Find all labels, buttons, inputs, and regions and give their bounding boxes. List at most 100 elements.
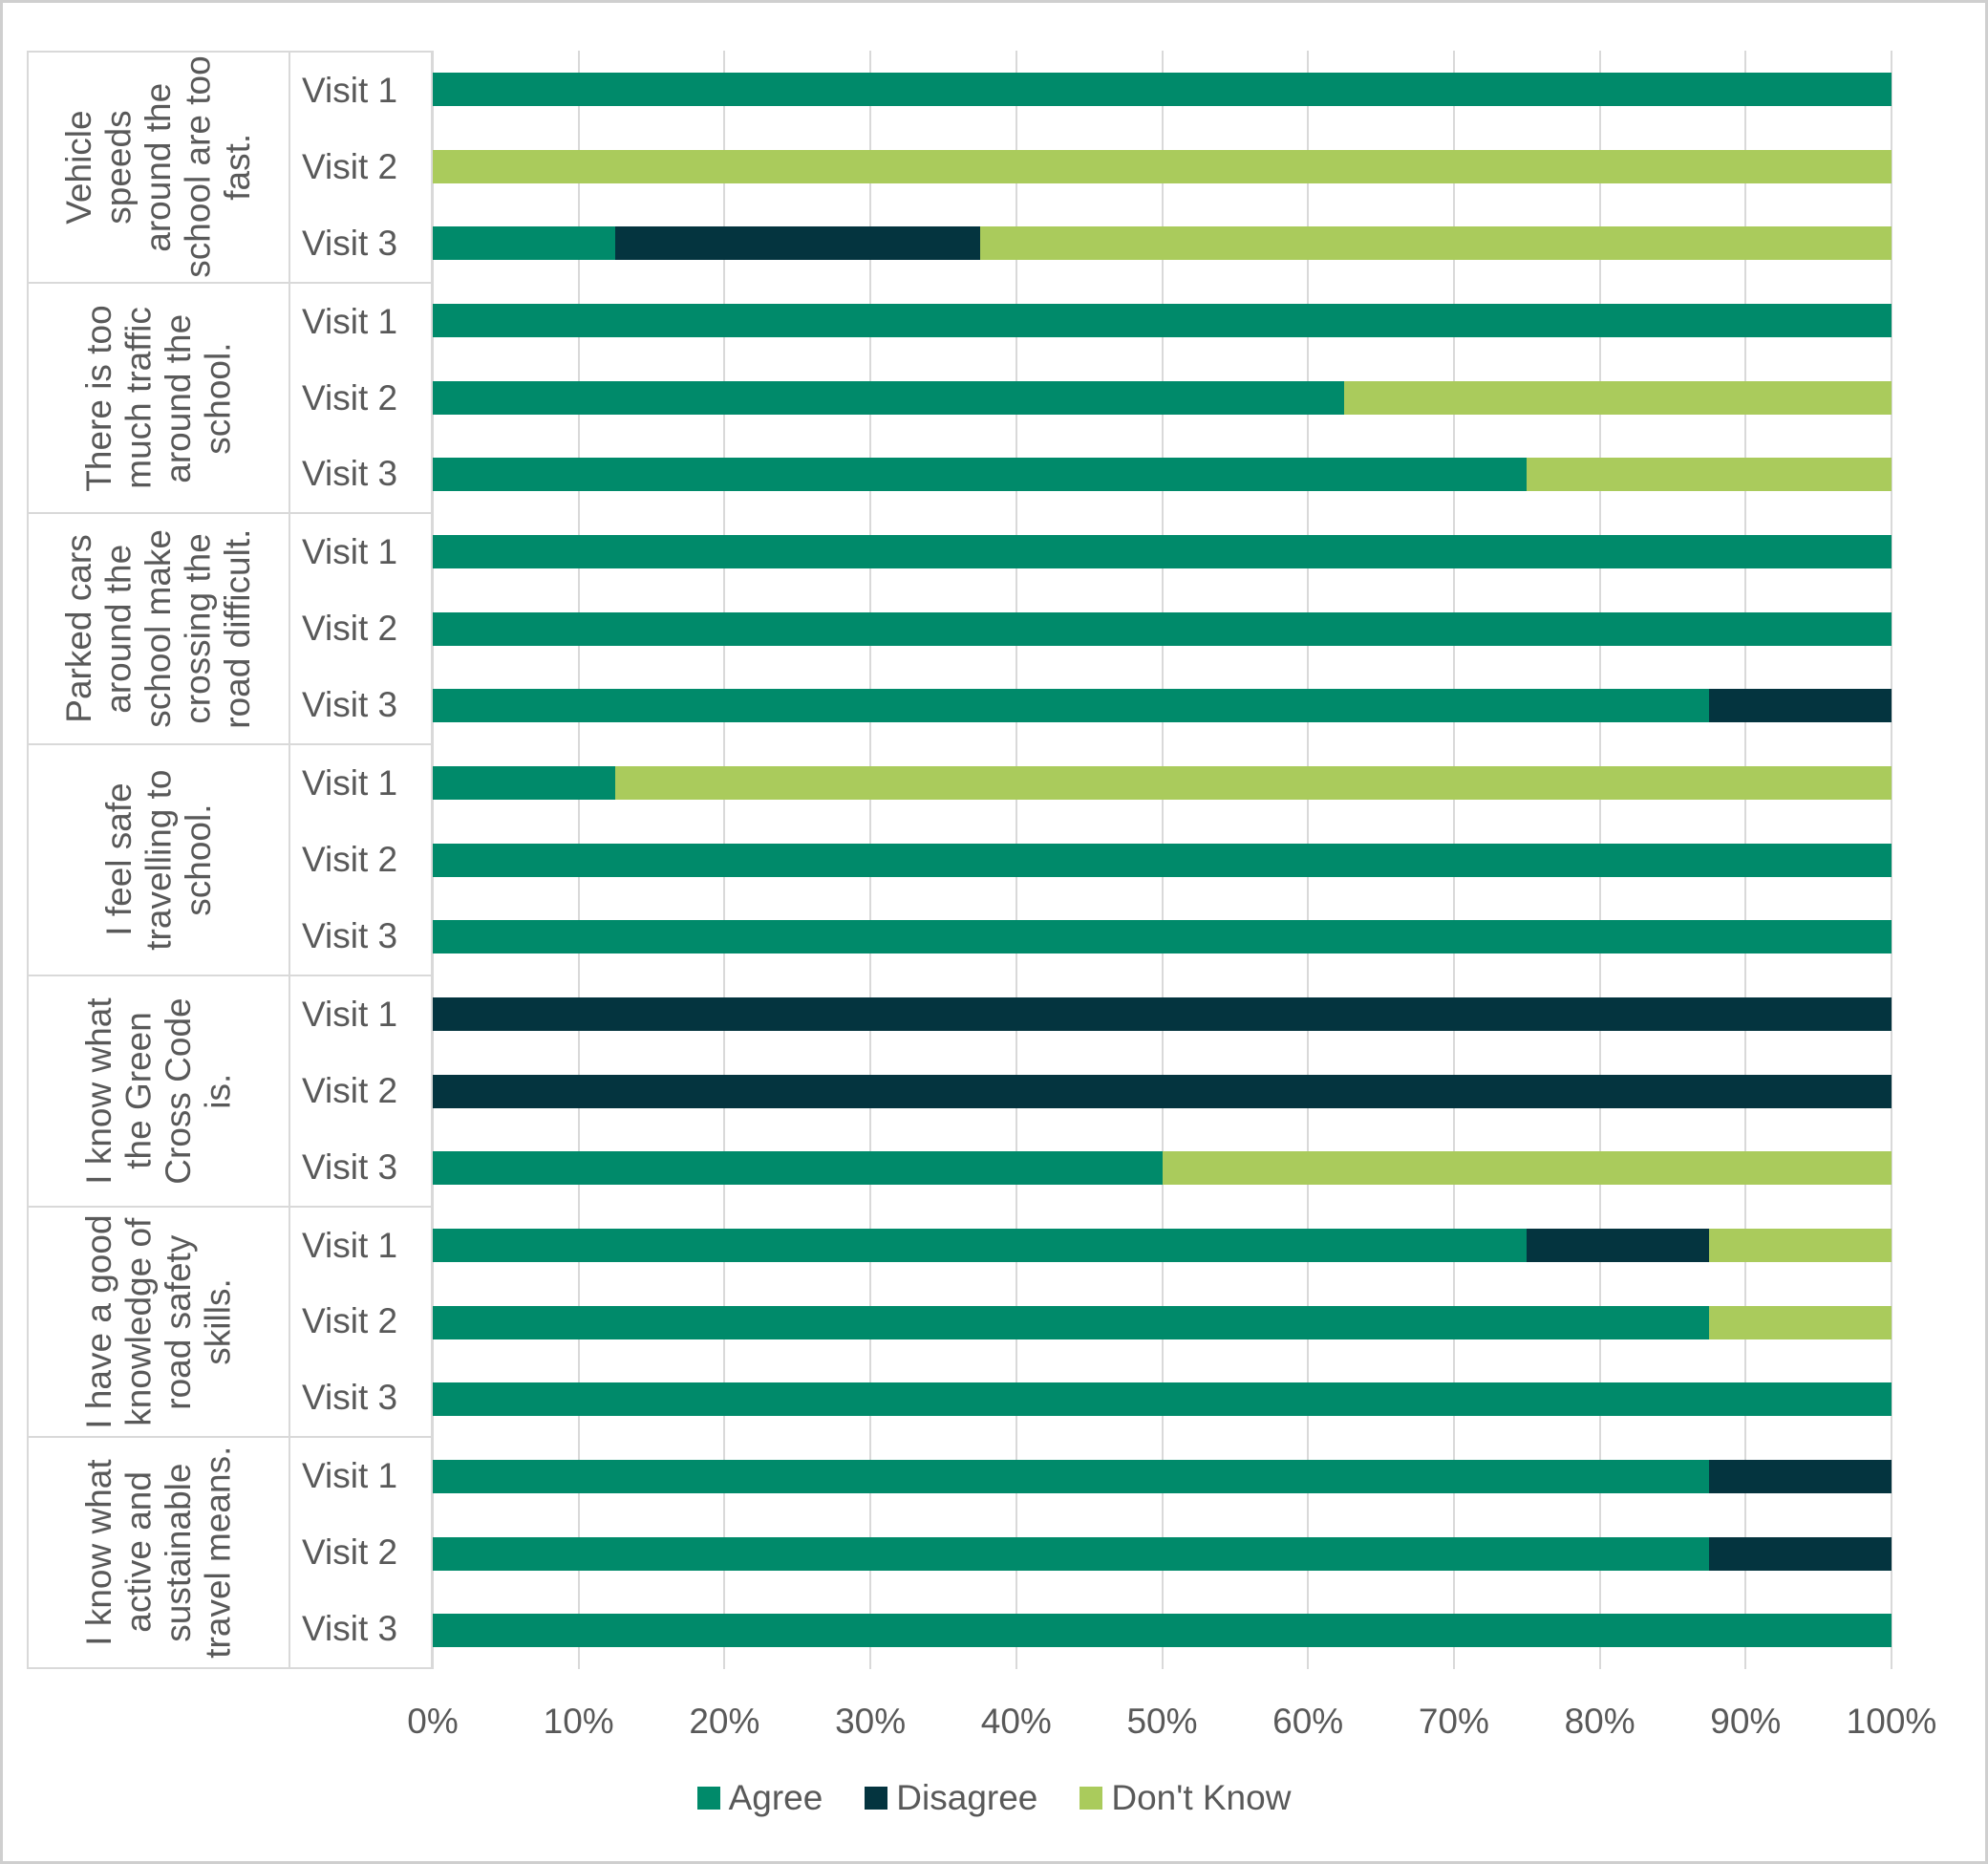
- bar-row: [433, 51, 1892, 128]
- band-3: [433, 513, 1892, 744]
- bar-segment-agree: [433, 1305, 1710, 1339]
- visit-label: Visit 2: [302, 146, 398, 186]
- visit-label: Visit 2: [302, 609, 398, 649]
- stacked-bar-visit-2: [433, 149, 1892, 183]
- bar-segment-agree: [433, 765, 615, 800]
- bar-row: [433, 204, 1892, 282]
- stacked-bar-visit-3: [433, 689, 1892, 723]
- band-4: [433, 744, 1892, 975]
- bar-segment-agree: [433, 611, 1892, 646]
- group-label: I have a good knowledge of road safety s…: [79, 1214, 238, 1429]
- legend-swatch-disagree: [865, 1787, 888, 1810]
- x-axis-tick-label: 80%: [1564, 1702, 1635, 1741]
- visit-label: Visit 1: [302, 1225, 398, 1265]
- group-label-box: I know what active and sustainable trave…: [29, 1438, 290, 1668]
- visit-label-column: Visit 1 Visit 2 Visit 3: [290, 1438, 431, 1667]
- legend-swatch-dont_know: [1080, 1787, 1103, 1810]
- bar-segment-agree: [433, 1459, 1710, 1493]
- bar-row: [433, 1438, 1892, 1515]
- visit-label: Visit 1: [302, 301, 398, 341]
- bar-segment-agree: [433, 1382, 1892, 1417]
- bar-row: [433, 975, 1892, 1053]
- bar-row: [433, 1207, 1892, 1284]
- visit-label: Visit 2: [302, 1070, 398, 1110]
- group-label: Parked cars around the school make cross…: [59, 528, 258, 729]
- bar-row: [433, 1284, 1892, 1361]
- group-label: I feel safe travelling to school.: [98, 769, 218, 951]
- category-axis: Vehicle speeds around the school are too…: [27, 51, 433, 1669]
- bar-segment-dont_know: [1709, 1305, 1892, 1339]
- category-group-2: There is too much traffic around the sch…: [29, 283, 431, 515]
- stacked-bar-visit-3: [433, 458, 1892, 492]
- group-label-box: Parked cars around the school make cross…: [29, 514, 290, 744]
- x-axis-tick-label: 40%: [980, 1702, 1052, 1741]
- bar-segment-agree: [433, 226, 615, 261]
- x-axis-tick-label: 10%: [543, 1702, 614, 1741]
- visit-label: Visit 3: [302, 685, 398, 725]
- legend: Agree Disagree Don't Know: [3, 1778, 1985, 1818]
- bar-row: [433, 1129, 1892, 1207]
- group-label-box: I feel safe travelling to school.: [29, 745, 290, 975]
- legend-item-agree: Agree: [696, 1778, 823, 1818]
- bar-row: [433, 822, 1892, 899]
- visit-label: Visit 2: [302, 377, 398, 418]
- bar-row: [433, 1592, 1892, 1669]
- visit-label: Visit 3: [302, 915, 398, 955]
- bar-segment-disagree: [614, 226, 980, 261]
- bar-segment-agree: [433, 920, 1892, 954]
- stacked-bar-visit-2: [433, 1305, 1892, 1339]
- gridline-100: [1891, 51, 1892, 1669]
- band-1: [433, 51, 1892, 282]
- bar-segment-disagree: [433, 1074, 1892, 1108]
- stacked-bar-visit-1: [433, 765, 1892, 800]
- legend-label-agree: Agree: [728, 1778, 823, 1817]
- stacked-bar-visit-2: [433, 380, 1892, 415]
- bar-row: [433, 744, 1892, 822]
- x-axis: 0% 10% 20% 30% 40% 50% 60% 70% 80% 90% 100%: [407, 1702, 1936, 1746]
- stacked-bar-visit-2: [433, 611, 1892, 646]
- x-axis-tick-label: 30%: [835, 1702, 907, 1741]
- bar-row: [433, 1361, 1892, 1438]
- bar-segment-agree: [433, 72, 1892, 106]
- bar-segment-dont_know: [1162, 1151, 1892, 1186]
- visit-label: Visit 2: [302, 840, 398, 880]
- visit-label: Visit 3: [302, 1378, 398, 1418]
- bar-segment-disagree: [433, 996, 1892, 1031]
- stacked-bar-visit-3: [433, 226, 1892, 261]
- bar-segment-disagree: [1709, 689, 1892, 723]
- group-label: I know what the Green Cross Code is.: [79, 997, 238, 1185]
- bar-segment-dont_know: [979, 226, 1892, 261]
- category-group-7: I know what active and sustainable trave…: [29, 1438, 431, 1668]
- group-label-box: Vehicle speeds around the school are too…: [29, 53, 290, 282]
- bar-segment-agree: [433, 458, 1528, 492]
- legend-swatch-agree: [696, 1787, 720, 1810]
- x-axis-tick-label: 60%: [1272, 1702, 1344, 1741]
- group-label: I know what active and sustainable trave…: [79, 1446, 238, 1660]
- bar-segment-disagree: [1709, 1459, 1892, 1493]
- plot-area: [432, 51, 1892, 1669]
- category-group-4: I feel safe travelling to school. Visit 1…: [29, 745, 431, 976]
- bar-row: [433, 590, 1892, 668]
- stacked-bar-visit-1: [433, 303, 1892, 337]
- category-group-6: I have a good knowledge of road safety s…: [29, 1207, 431, 1439]
- visit-label-column: Visit 1 Visit 2 Visit 3: [290, 514, 431, 743]
- stacked-bar-visit-3: [433, 1382, 1892, 1417]
- visit-label-column: Visit 1 Visit 2 Visit 3: [290, 1208, 431, 1437]
- bar-segment-agree: [433, 1536, 1710, 1571]
- bar-segment-agree: [433, 380, 1345, 415]
- bar-segment-dont_know: [614, 765, 1892, 800]
- visit-label: Visit 1: [302, 994, 398, 1034]
- stacked-bar-visit-1: [433, 72, 1892, 106]
- band-7: [433, 1438, 1892, 1669]
- visit-label: Visit 2: [302, 1301, 398, 1341]
- visit-label: Visit 3: [302, 1146, 398, 1187]
- stacked-bar-visit-1: [433, 1228, 1892, 1262]
- legend-item-dont_know: Don't Know: [1080, 1778, 1291, 1818]
- visit-label-column: Visit 1 Visit 2 Visit 3: [290, 53, 431, 282]
- bar-segment-disagree: [1709, 1536, 1892, 1571]
- bar-segment-agree: [433, 1614, 1892, 1648]
- visit-label: Visit 1: [302, 763, 398, 803]
- bar-segment-agree: [433, 689, 1710, 723]
- stacked-bar-visit-1: [433, 1459, 1892, 1493]
- visit-label: Visit 1: [302, 1456, 398, 1496]
